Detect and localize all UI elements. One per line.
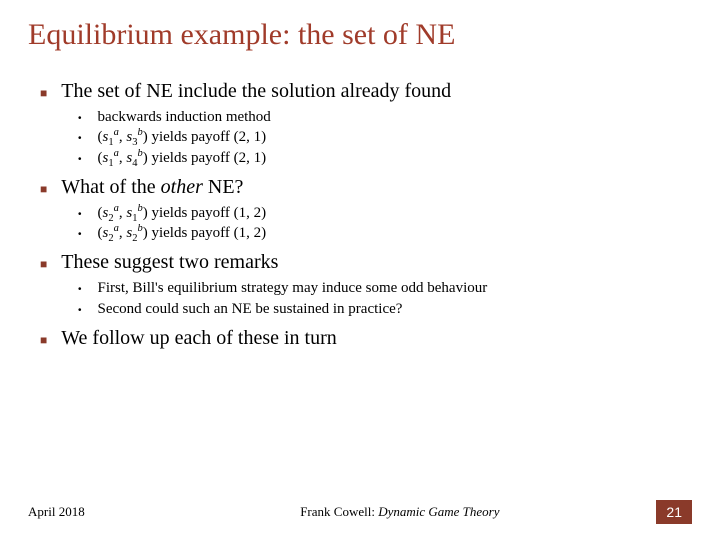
dot-bullet-icon: • (78, 304, 82, 318)
square-bullet-icon: ■ (40, 257, 47, 271)
bullet-main-2: ■ What of the other NE? (40, 176, 692, 199)
dot-bullet-icon: • (78, 208, 82, 222)
square-bullet-icon: ■ (40, 333, 47, 347)
sub-text: backwards induction method (98, 107, 271, 127)
sub-group-1: • backwards induction method • (s1a, s3b… (28, 107, 692, 168)
sub-group-2: • (s2a, s1b) yields payoff (1, 2) • (s2a… (28, 203, 692, 244)
sub-text: First, Bill's equilibrium strategy may i… (98, 278, 488, 298)
dot-bullet-icon: • (78, 132, 82, 146)
bullet-main-1: ■ The set of NE include the solution alr… (40, 80, 692, 103)
dot-bullet-icon: • (78, 112, 82, 126)
page-number-badge: 21 (656, 500, 692, 524)
bullet-sub-3-2: • Second could such an NE be sustained i… (78, 299, 692, 319)
sub-text: Second could such an NE be sustained in … (98, 299, 403, 319)
bullet-sub-2-2: • (s2a, s2b) yields payoff (1, 2) (78, 223, 692, 243)
dot-bullet-icon: • (78, 153, 82, 167)
dot-bullet-icon: • (78, 228, 82, 242)
square-bullet-icon: ■ (40, 86, 47, 100)
sub-group-3: • First, Bill's equilibrium strategy may… (28, 278, 692, 319)
bullet-main-4: ■ We follow up each of these in turn (40, 327, 692, 350)
sub-text: (s1a, s3b) yields payoff (2, 1) (98, 127, 267, 147)
bullet-sub-1-2: • (s1a, s3b) yields payoff (2, 1) (78, 127, 692, 147)
slide-footer: April 2018 Frank Cowell: Dynamic Game Th… (0, 500, 720, 524)
bullet-text: We follow up each of these in turn (61, 327, 337, 350)
slide-container: Equilibrium example: the set of NE ■ The… (0, 0, 720, 540)
footer-date: April 2018 (28, 504, 85, 520)
sub-text: (s1a, s4b) yields payoff (2, 1) (98, 148, 267, 168)
bullet-sub-3-1: • First, Bill's equilibrium strategy may… (78, 278, 692, 298)
bullet-main-3: ■ These suggest two remarks (40, 251, 692, 274)
bullet-text: What of the other NE? (61, 176, 243, 199)
bullet-sub-1-3: • (s1a, s4b) yields payoff (2, 1) (78, 148, 692, 168)
slide-title: Equilibrium example: the set of NE (28, 18, 692, 52)
bullet-sub-1-1: • backwards induction method (78, 107, 692, 127)
sub-text: (s2a, s2b) yields payoff (1, 2) (98, 223, 267, 243)
footer-author: Frank Cowell: Dynamic Game Theory (300, 504, 499, 520)
bullet-sub-2-1: • (s2a, s1b) yields payoff (1, 2) (78, 203, 692, 223)
square-bullet-icon: ■ (40, 182, 47, 196)
bullet-text: The set of NE include the solution alrea… (61, 80, 451, 103)
sub-text: (s2a, s1b) yields payoff (1, 2) (98, 203, 267, 223)
dot-bullet-icon: • (78, 283, 82, 297)
bullet-text: These suggest two remarks (61, 251, 278, 274)
